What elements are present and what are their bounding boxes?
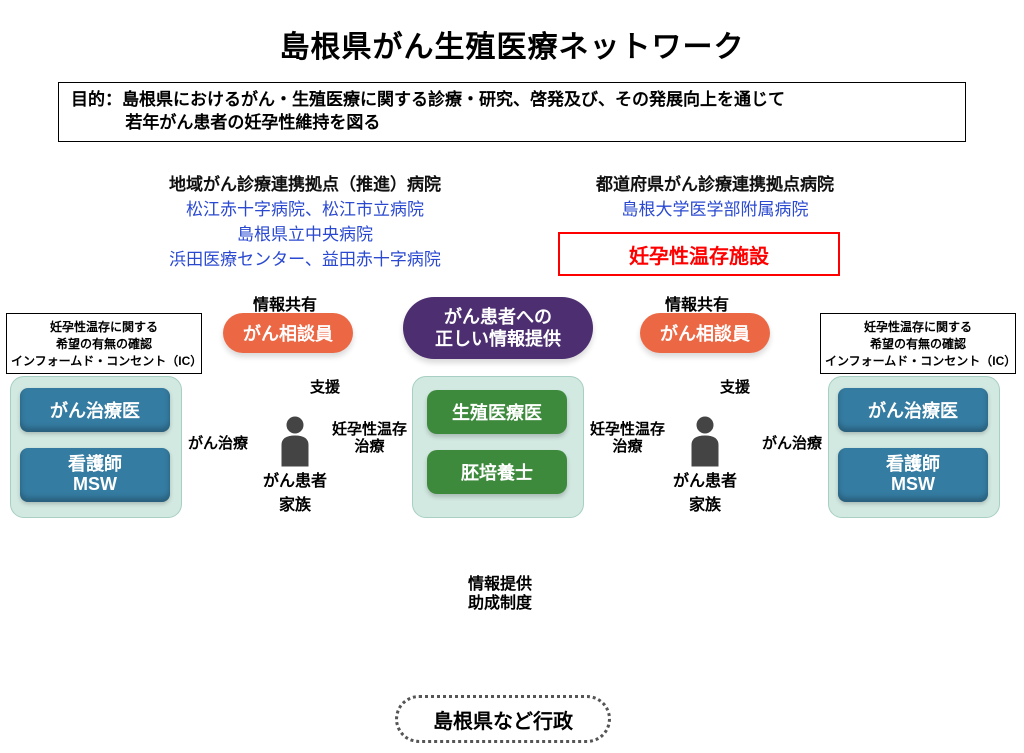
info-share-right: 情報共有 (665, 291, 729, 315)
support-right: 支援 (720, 376, 750, 397)
admin-box: 島根県など行政 (395, 695, 611, 743)
title-text: 島根県がん生殖医療ネットワーク (280, 31, 745, 64)
fert-tx-right: 妊孕性温存治療 (590, 422, 665, 455)
ic-box-left: 妊孕性温存に関する 希望の有無の確認 インフォームド・コンセント（IC） (6, 313, 202, 374)
info-share-left: 情報共有 (253, 291, 317, 315)
header-right-hospital-0: 島根大学医学部附属病院 (555, 195, 875, 220)
patient-right-l2: 家族 (689, 491, 721, 515)
purpose-line2: 若年がん患者の妊孕性維持を図る (71, 112, 953, 135)
embryologist: 胚培養士 (427, 450, 567, 494)
header-left-hospital-0: 松江赤十字病院、松江市立病院 (135, 195, 475, 220)
nurse-msw-right: 看護師 MSW (838, 448, 988, 502)
header-left-hospital-2: 浜田医療センター、益田赤十字病院 (135, 245, 475, 270)
purpose-line1: 目的：島根県におけるがん・生殖医療に関する診療・研究、啓発及び、その発展向上を通… (71, 89, 953, 112)
patient-right-l1: がん患者 (673, 467, 737, 491)
patient-right: がん患者 家族 (670, 415, 740, 515)
consultant-left: がん相談員 (223, 313, 353, 353)
info-provision: がん患者への 正しい情報提供 (403, 297, 593, 359)
cancer-tx-left: がん治療 (188, 432, 248, 453)
purpose-box: 目的：島根県におけるがん・生殖医療に関する診療・研究、啓発及び、その発展向上を通… (58, 82, 966, 142)
header-left: 地域がん診療連携拠点（推進）病院 松江赤十字病院、松江市立病院 島根県立中央病院… (135, 170, 475, 270)
nurse-msw-left: 看護師 MSW (20, 448, 170, 502)
facility-box: 妊孕性温存施設 (558, 232, 840, 276)
info-provision-l2: 正しい情報提供 (435, 328, 561, 351)
patient-left-l1: がん患者 (263, 467, 327, 491)
consultant-right: がん相談員 (640, 313, 770, 353)
ic-box-right: 妊孕性温存に関する 希望の有無の確認 インフォームド・コンセント（IC） (820, 313, 1016, 374)
header-right-title: 都道府県がん診療連携拠点病院 (555, 170, 875, 195)
info-subsidy: 情報提供助成制度 (460, 575, 540, 613)
patient-left-l2: 家族 (279, 491, 311, 515)
oncologist-right: がん治療医 (838, 388, 988, 432)
header-left-hospital-1: 島根県立中央病院 (135, 220, 475, 245)
page-title: 島根県がん生殖医療ネットワーク (0, 22, 1024, 66)
header-left-title: 地域がん診療連携拠点（推進）病院 (135, 170, 475, 195)
patient-left: がん患者 家族 (260, 415, 330, 515)
cancer-tx-right: がん治療 (762, 432, 822, 453)
person-icon (277, 415, 313, 467)
person-icon (687, 415, 723, 467)
fert-tx-left: 妊孕性温存治療 (332, 422, 407, 455)
info-provision-l1: がん患者への (444, 306, 552, 329)
header-right: 都道府県がん診療連携拠点病院 島根大学医学部附属病院 (555, 170, 875, 220)
support-left: 支援 (310, 376, 340, 397)
repro-doctor: 生殖医療医 (427, 390, 567, 434)
oncologist-left: がん治療医 (20, 388, 170, 432)
